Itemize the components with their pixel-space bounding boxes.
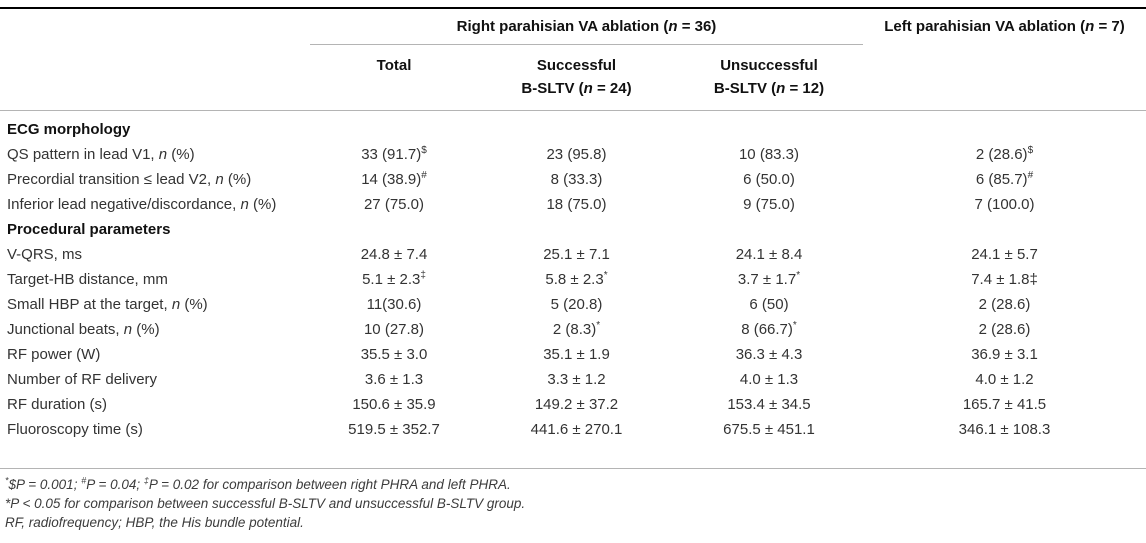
right-group-spanner-rule	[310, 44, 863, 45]
cell-left-phra: 2 (28.6)	[978, 321, 1031, 338]
cell-unsuccessful-bsltv: 24.1 ± 8.4	[735, 246, 803, 263]
row-label: RF power (W)	[7, 346, 101, 363]
column-header-line1: Successful	[536, 57, 617, 74]
column-header-successful-bsltv: Successful B-SLTV (n = 24)	[478, 54, 675, 100]
column-header-left-phra-spacer	[863, 54, 1146, 100]
cell-successful-bsltv: 5.8 ± 2.3*	[545, 270, 608, 289]
cell-successful-bsltv: 441.6 ± 270.1	[530, 421, 623, 438]
cell-successful-bsltv: 3.3 ± 1.2	[547, 371, 606, 388]
group-header-row: Right parahisian VA ablation (n = 36) Le…	[0, 9, 1146, 44]
column-header-line2: B-SLTV (n = 12)	[713, 80, 825, 97]
footnotes: *$P = 0.001; #P = 0.04; ‡P = 0.02 for co…	[0, 469, 1146, 532]
table-row: Inferior lead negative/discordance, n (%…	[0, 192, 1146, 217]
table-row: Fluoroscopy time (s) 519.5 ± 352.7 441.6 ±…	[0, 417, 1146, 442]
left-phra-group-header: Left parahisian VA ablation (n = 7)	[884, 18, 1125, 35]
footnote-line: RF, radiofrequency; HBP, the His bundle …	[5, 515, 304, 530]
cell-successful-bsltv: 25.1 ± 7.1	[543, 246, 610, 263]
footnote-line: *$P = 0.001; #P = 0.04; ‡P = 0.02 for co…	[5, 475, 511, 492]
header-bottom-rule	[0, 110, 1146, 111]
column-header-total: Total	[310, 54, 478, 100]
cell-unsuccessful-bsltv: 675.5 ± 451.1	[723, 421, 815, 438]
table-row: Precordial transition ≤ lead V2, n (%) 14…	[0, 167, 1146, 192]
table-row: RF power (W) 35.5 ± 3.0 35.1 ± 1.9 36.3 ± 4…	[0, 342, 1146, 367]
cell-total: 27 (75.0)	[363, 196, 425, 213]
cell-successful-bsltv: 35.1 ± 1.9	[543, 346, 610, 363]
cell-unsuccessful-bsltv: 10 (83.3)	[738, 146, 800, 163]
cell-successful-bsltv: 2 (8.3)*	[552, 320, 601, 339]
cell-left-phra: 7 (100.0)	[974, 196, 1035, 213]
table-row: Number of RF delivery 3.6 ± 1.3 3.3 ± 1.2 4…	[0, 367, 1146, 392]
row-label: QS pattern in lead V1, n (%)	[7, 146, 195, 163]
row-label: V-QRS, ms	[7, 246, 83, 263]
column-header-line1: Total	[376, 57, 412, 74]
cell-total: 11(30.6)	[366, 296, 422, 313]
cell-successful-bsltv: 149.2 ± 37.2	[534, 396, 619, 413]
footnote-line: *P < 0.05 for comparison between success…	[5, 496, 526, 511]
cell-unsuccessful-bsltv: 6 (50.0)	[743, 171, 795, 188]
row-label: RF duration (s)	[7, 396, 108, 413]
top-rule	[0, 7, 1146, 9]
cell-unsuccessful-bsltv: 8 (66.7)*	[741, 320, 797, 339]
row-label: Junctional beats, n (%)	[7, 321, 160, 338]
table-row: Small HBP at the target, n (%) 11(30.6) 5 …	[0, 292, 1146, 317]
cell-left-phra: 4.0 ± 1.2	[975, 371, 1034, 388]
cell-total: 5.1 ± 2.3‡	[362, 270, 426, 289]
column-header-unsuccessful-bsltv: Unsuccessful B-SLTV (n = 12)	[675, 54, 863, 100]
spanner-row	[0, 44, 1146, 45]
cell-successful-bsltv: 5 (20.8)	[550, 296, 603, 313]
table-row: RF duration (s) 150.6 ± 35.9 149.2 ± 37.2 1…	[0, 392, 1146, 417]
cell-left-phra: 24.1 ± 5.7	[971, 246, 1038, 263]
table-row: Target-HB distance, mm 5.1 ± 2.3‡ 5.8 ± 2.…	[0, 267, 1146, 292]
cell-unsuccessful-bsltv: 153.4 ± 34.5	[727, 396, 811, 413]
row-label: Precordial transition ≤ lead V2, n (%)	[7, 171, 252, 188]
cell-total: 3.6 ± 1.3	[364, 371, 424, 388]
column-header-line1: Unsuccessful	[720, 57, 818, 74]
cell-total: 33 (91.7)$	[361, 145, 427, 164]
cell-left-phra: 165.7 ± 41.5	[962, 396, 1047, 413]
table-row: Junctional beats, n (%) 10 (27.8) 2 (8.3)*…	[0, 317, 1146, 342]
column-header-row: Total Successful B-SLTV (n = 24) Unsucce…	[0, 45, 1146, 110]
cell-left-phra: 2 (28.6)$	[975, 145, 1034, 164]
cell-total: 14 (38.9)#	[361, 170, 427, 189]
row-label: Target-HB distance, mm	[7, 271, 168, 288]
cell-total: 24.8 ± 7.4	[360, 246, 428, 263]
paper-table-figure: Right parahisian VA ablation (n = 36) Le…	[0, 7, 1146, 532]
table-row: QS pattern in lead V1, n (%) 33 (91.7)$ 23…	[0, 142, 1146, 167]
row-label: Number of RF delivery	[7, 371, 158, 388]
cell-unsuccessful-bsltv: 36.3 ± 4.3	[735, 346, 803, 363]
cell-left-phra: 6 (85.7)#	[975, 170, 1034, 189]
row-label: Procedural parameters	[7, 221, 171, 238]
cell-total: 519.5 ± 352.7	[348, 421, 440, 438]
section-header-row: Procedural parameters	[0, 217, 1146, 242]
cell-unsuccessful-bsltv: 9 (75.0)	[743, 196, 795, 213]
cell-successful-bsltv: 8 (33.3)	[550, 171, 603, 188]
right-phra-group-header: Right parahisian VA ablation (n = 36)	[456, 18, 717, 35]
column-header-spacer	[0, 54, 310, 100]
table-body: ECG morphology QS pattern in lead V1, n (…	[0, 111, 1146, 468]
column-header-line2: B-SLTV (n = 24)	[521, 80, 632, 97]
section-header-row: ECG morphology	[0, 117, 1146, 142]
cell-left-phra: 346.1 ± 108.3	[958, 421, 1051, 438]
cell-total: 10 (27.8)	[363, 321, 425, 338]
cell-left-phra: 2 (28.6)	[978, 296, 1031, 313]
cell-successful-bsltv: 23 (95.8)	[546, 146, 607, 163]
cell-unsuccessful-bsltv: 4.0 ± 1.3	[739, 371, 799, 388]
cell-unsuccessful-bsltv: 3.7 ± 1.7*	[737, 270, 801, 289]
row-label: Small HBP at the target, n (%)	[7, 296, 208, 313]
row-label: Fluoroscopy time (s)	[7, 421, 143, 438]
cell-left-phra: 36.9 ± 3.1	[971, 346, 1038, 363]
row-label: ECG morphology	[7, 121, 131, 138]
table-row: V-QRS, ms 24.8 ± 7.4 25.1 ± 7.1 24.1 ± 8.4 2…	[0, 242, 1146, 267]
cell-total: 150.6 ± 35.9	[352, 396, 436, 413]
cell-successful-bsltv: 18 (75.0)	[546, 196, 607, 213]
row-label: Inferior lead negative/discordance, n (%…	[7, 196, 277, 213]
table-bottom-rule	[0, 468, 1146, 469]
cell-total: 35.5 ± 3.0	[360, 346, 428, 363]
cell-left-phra: 7.4 ± 1.8‡	[971, 271, 1038, 288]
cell-unsuccessful-bsltv: 6 (50)	[749, 296, 789, 313]
